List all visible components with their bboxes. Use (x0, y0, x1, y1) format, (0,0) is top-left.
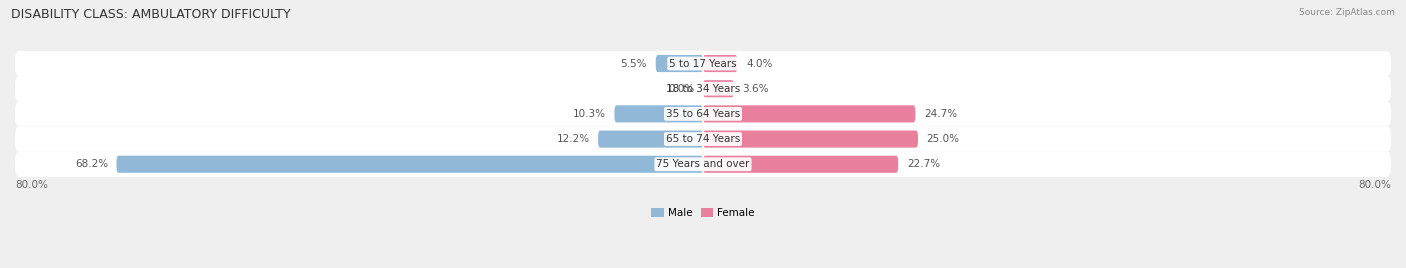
Text: 4.0%: 4.0% (747, 58, 772, 69)
FancyBboxPatch shape (15, 51, 1391, 76)
Text: 24.7%: 24.7% (924, 109, 957, 119)
Text: 25.0%: 25.0% (927, 134, 960, 144)
FancyBboxPatch shape (703, 105, 915, 122)
Legend: Male, Female: Male, Female (647, 204, 759, 222)
FancyBboxPatch shape (703, 55, 737, 72)
Text: DISABILITY CLASS: AMBULATORY DIFFICULTY: DISABILITY CLASS: AMBULATORY DIFFICULTY (11, 8, 291, 21)
Text: 35 to 64 Years: 35 to 64 Years (666, 109, 740, 119)
FancyBboxPatch shape (703, 80, 734, 97)
Text: 80.0%: 80.0% (15, 180, 48, 190)
FancyBboxPatch shape (117, 156, 703, 173)
Text: 80.0%: 80.0% (1358, 180, 1391, 190)
Text: 3.6%: 3.6% (742, 84, 769, 94)
Text: 75 Years and over: 75 Years and over (657, 159, 749, 169)
FancyBboxPatch shape (598, 131, 703, 148)
FancyBboxPatch shape (15, 76, 1391, 101)
Text: 0.0%: 0.0% (668, 84, 695, 94)
Text: 5 to 17 Years: 5 to 17 Years (669, 58, 737, 69)
Text: Source: ZipAtlas.com: Source: ZipAtlas.com (1299, 8, 1395, 17)
Text: 65 to 74 Years: 65 to 74 Years (666, 134, 740, 144)
Text: 10.3%: 10.3% (572, 109, 606, 119)
Text: 18 to 34 Years: 18 to 34 Years (666, 84, 740, 94)
Text: 68.2%: 68.2% (75, 159, 108, 169)
FancyBboxPatch shape (655, 55, 703, 72)
FancyBboxPatch shape (703, 156, 898, 173)
FancyBboxPatch shape (703, 131, 918, 148)
FancyBboxPatch shape (15, 101, 1391, 126)
FancyBboxPatch shape (614, 105, 703, 122)
Text: 12.2%: 12.2% (557, 134, 589, 144)
Text: 22.7%: 22.7% (907, 159, 941, 169)
FancyBboxPatch shape (15, 126, 1391, 152)
Text: 5.5%: 5.5% (620, 58, 647, 69)
FancyBboxPatch shape (15, 152, 1391, 177)
